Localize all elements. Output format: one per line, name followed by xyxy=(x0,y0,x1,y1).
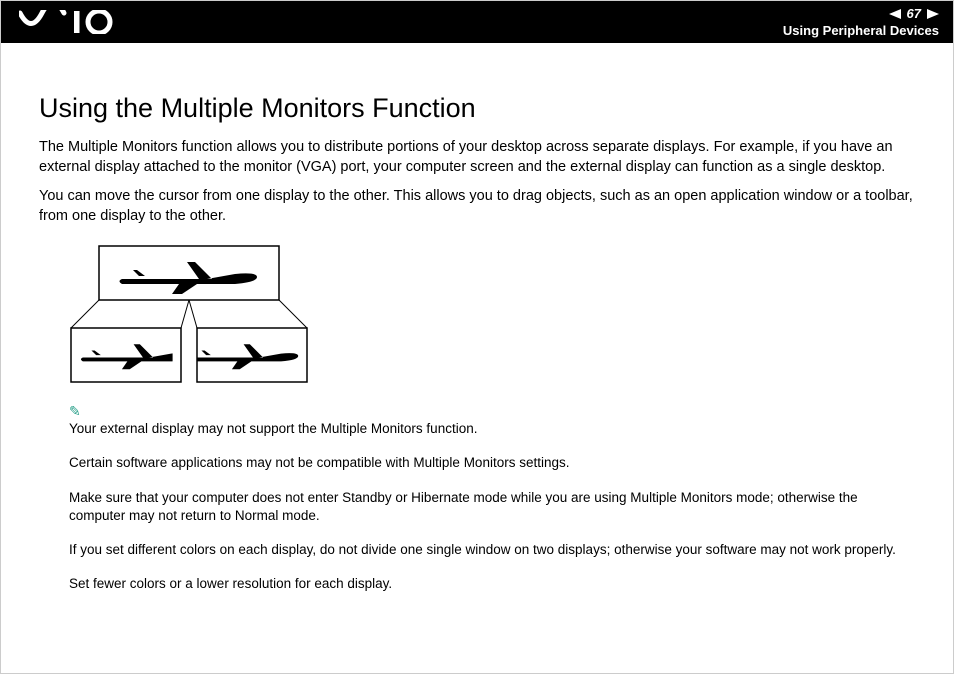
note-text: Certain software applications may not be… xyxy=(69,454,915,472)
page-number: 67 xyxy=(907,6,921,21)
next-page-arrow[interactable] xyxy=(927,9,939,19)
vaio-logo xyxy=(19,10,129,34)
page-title: Using the Multiple Monitors Function xyxy=(39,93,915,124)
paragraph: The Multiple Monitors function allows yo… xyxy=(39,138,915,177)
paragraph: You can move the cursor from one display… xyxy=(39,187,915,226)
note-text: Your external display may not support th… xyxy=(69,420,915,438)
note-text: If you set different colors on each disp… xyxy=(69,541,915,559)
header-right: 67 Using Peripheral Devices xyxy=(783,6,939,38)
page-content: Using the Multiple Monitors Function The… xyxy=(1,43,953,630)
note-icon: ✎ xyxy=(69,403,915,420)
prev-page-arrow[interactable] xyxy=(889,9,901,19)
page-indicator: 67 xyxy=(889,6,939,21)
multi-monitor-diagram xyxy=(69,244,915,389)
section-name: Using Peripheral Devices xyxy=(783,23,939,38)
page-header: 67 Using Peripheral Devices xyxy=(1,1,953,43)
note-text: Set fewer colors or a lower resolution f… xyxy=(69,575,915,593)
note-text: Make sure that your computer does not en… xyxy=(69,489,915,525)
